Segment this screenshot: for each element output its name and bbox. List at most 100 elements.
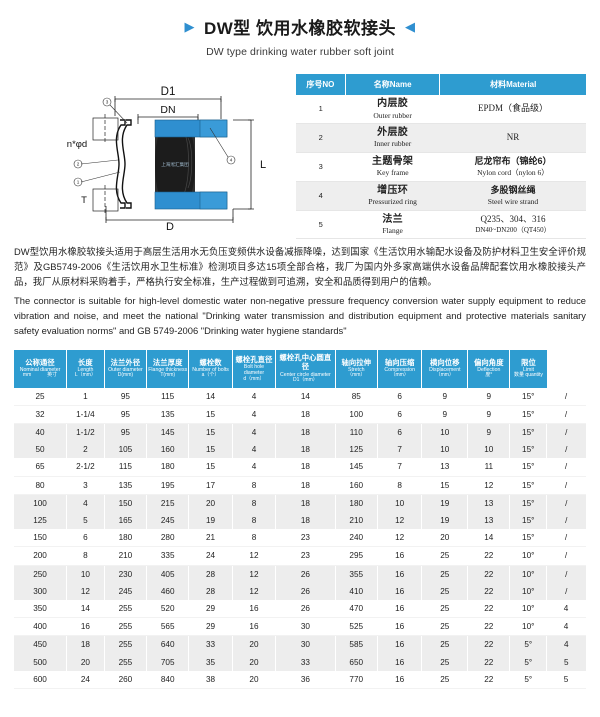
spec-cell-r4-c9: 13	[421, 458, 468, 477]
page-title: ▶ DW型 饮用水橡胶软接头 ◀ DW type drinking water …	[14, 0, 586, 58]
spec-cell-r12-c2: 255	[104, 599, 147, 619]
spec-header-cn: 螺栓孔直径	[235, 354, 273, 364]
spec-cell-r8-c11: 15°	[509, 529, 547, 548]
spec-cell-r9-c10: 22	[467, 546, 510, 566]
spec-header-en: Nominal diameter	[19, 367, 61, 374]
spec-cell-r2-c2: 95	[104, 423, 148, 442]
spec-header-unit: D(mm)	[117, 372, 134, 379]
spec-cell-r8-c2: 180	[104, 529, 147, 548]
callout-4-label: 4	[230, 158, 233, 163]
spec-cell-r16-c2: 260	[104, 670, 147, 689]
spec-cell-r10-c11: 10°	[509, 565, 548, 583]
spec-cell-r3-c12: /	[565, 445, 568, 455]
spec-cell-r10-c6: 26	[275, 565, 336, 583]
spec-cell-r9-c4: 24	[188, 546, 233, 566]
spec-cell-r4-c4: 15	[188, 458, 233, 477]
spec-cell-r4-c7: 145	[335, 458, 378, 477]
spec-cell-r16-c0: 600	[14, 670, 67, 689]
label-bolt: n*φd	[67, 139, 87, 150]
label-d1: D1	[161, 86, 176, 98]
spec-cell-r11-c8: 16	[377, 582, 423, 600]
spec-cell-r2-c4: 15	[188, 423, 233, 442]
spec-cell-r0-c6: 14	[275, 387, 336, 406]
material-name: 法兰 Flange	[345, 210, 440, 240]
spec-header-8: 轴向压缩 Compression （mm）	[377, 350, 423, 388]
spec-cell-r9-c0: 200	[14, 546, 67, 566]
table-row: 32 1-1/4 95 135 15 4 18 100 6 9 9 15° /	[14, 405, 586, 425]
material-value: 多股钢丝绳 Steel wire strand	[439, 181, 586, 211]
spec-cell-r11-c7: 410	[335, 582, 378, 600]
spec-table-body: 25 1 95 115 14 4 14 85 6 9 9 15°/32 1-1/4 95 135 15 4 18 1…	[14, 387, 586, 689]
spec-cell-r13-c8: 16	[377, 617, 422, 637]
spec-cell-r5-c6: 18	[275, 476, 336, 495]
spec-cell-r3-c6: 18	[275, 441, 336, 459]
spec-cell-r5-c5: 8	[232, 476, 276, 495]
material-value-en: DN40~DN200（QT450）	[475, 225, 551, 234]
spec-cell-r9-c8: 16	[377, 546, 422, 566]
spec-cell-r6-c6: 18	[275, 494, 336, 512]
spec-cell-r2-c7: 110	[335, 423, 378, 442]
material-table-wrap: 序号NO 名称Name 材料Material 1 内层胶 Outer rubbe…	[292, 72, 586, 240]
spec-cell-r10-c1: 10	[66, 565, 105, 583]
spec-cell-r0-c11: 15°	[509, 387, 547, 406]
spec-cell-r14-c9: 25	[421, 635, 469, 654]
spec-cell-r15-c6: 33	[275, 653, 336, 671]
spec-header-6: 螺栓孔中心圆直径 Center circle diameter D1（mm）	[275, 350, 336, 388]
spec-cell-r4-c11: 15°	[509, 458, 547, 477]
spec-cell-r5-c11: 15°	[509, 476, 547, 495]
label-l: L	[260, 159, 266, 171]
material-name-en: Key frame	[376, 168, 409, 178]
spec-cell-r13-c0: 400	[14, 617, 67, 637]
spec-cell-r9-c12: /	[546, 546, 586, 566]
spec-cell-r4-c2: 115	[104, 458, 147, 477]
spec-header-0: 公称通径 Nominal diameter mm 英寸	[14, 350, 68, 388]
spec-cell-r0-c3: 115	[146, 387, 189, 406]
spec-cell-r2-c11: 15°	[509, 423, 548, 442]
spec-header-en: Center circle diameter	[280, 371, 331, 378]
spec-cell-r16-c4: 38	[188, 670, 233, 689]
spec-cell-r11-c0: 300	[14, 582, 68, 600]
spec-cell-r1-c0: 32	[14, 405, 67, 425]
table-row: 5 法兰 Flange Q235、304、316 DN40~DN200（QT45…	[296, 210, 586, 240]
spec-cell-r8-c0: 150	[14, 529, 67, 548]
spec-cell-r5-c0: 80	[14, 476, 67, 495]
spec-cell-r1-c3: 135	[146, 405, 189, 425]
spec-cell-r4-c3: 180	[146, 458, 189, 477]
spec-cell-r6-c4: 20	[188, 494, 233, 512]
material-name-en: Pressurized ring	[368, 197, 417, 207]
spec-header-unit: 度°	[485, 372, 493, 379]
spec-cell-r9-c1: 8	[66, 546, 105, 566]
spec-header-en: Number of bolts	[192, 367, 229, 374]
spec-cell-r0-c1: 1	[66, 387, 105, 406]
spec-cell-r12-c3: 520	[146, 599, 189, 619]
description-section: DW型饮用水橡胶软接头适用于高层生活用水无负压变频供水设备减振降噪，达到国家《生…	[14, 244, 586, 338]
spec-cell-r6-c5: 8	[232, 494, 277, 512]
spec-cell-r11-c2: 245	[104, 582, 148, 600]
spec-cell-r8-c4: 21	[188, 529, 233, 548]
spec-cell-r13-c9: 25	[421, 617, 468, 637]
spec-cell-r14-c5: 20	[232, 635, 277, 654]
spec-cell-r7-c4: 19	[188, 511, 233, 530]
material-name-cn: 法兰	[382, 213, 403, 225]
label-dn: DN	[160, 104, 175, 116]
spec-cell-r6-c8: 10	[377, 494, 423, 512]
specification-table: 公称通径 Nominal diameter mm 英寸 长度 Length L（mm） 法兰外…	[14, 350, 586, 689]
spec-cell-r15-c10: 22	[467, 653, 511, 671]
material-header-material: 材料Material	[439, 74, 586, 95]
spec-cell-r7-c8: 12	[377, 511, 423, 530]
spec-cell-r15-c8: 16	[377, 653, 423, 671]
spec-cell-r1-c12: /	[546, 405, 586, 425]
technical-drawing: 上海淞汇集团 3 2	[14, 72, 292, 232]
spec-cell-r6-c11: 15°	[509, 494, 548, 512]
table-row: 100 4 150 215 20 8 18 180 10 19 13 15° /	[14, 494, 586, 512]
spec-cell-r4-c0: 65	[14, 458, 67, 477]
spec-cell-r5-c10: 12	[467, 476, 510, 495]
spec-cell-r6-c10: 13	[467, 494, 511, 512]
spec-cell-r13-c2: 255	[104, 617, 147, 637]
spec-cell-r9-c5: 12	[232, 546, 276, 566]
spec-cell-r1-c7: 100	[335, 405, 378, 425]
spec-cell-r11-c5: 12	[232, 582, 277, 600]
table-row: 3 主题骨架 Key frame 尼龙帘布（锦纶6） Nylon cord（ny…	[296, 152, 586, 182]
material-no: 2	[296, 123, 346, 153]
